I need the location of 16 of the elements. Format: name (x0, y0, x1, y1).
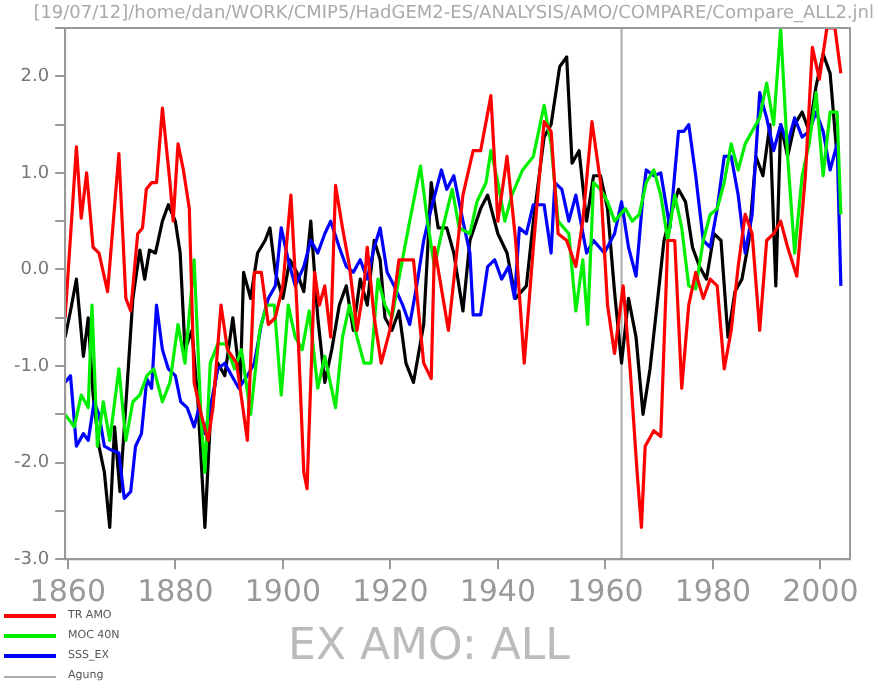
x-tick-label: 1940 (459, 572, 537, 609)
x-tick-label: 1960 (567, 572, 644, 609)
x-tick-label: 1920 (352, 572, 429, 609)
y-tick-label: 0.0 (20, 260, 50, 281)
y-tick-label: -3.0 (14, 549, 50, 570)
text: [19/07/12]/home/dan/WORK/CMIP5/HadGEM2-ES/ANALYSIS/AMO/COMPARE/Compare_ALL2.jnl (33, 4, 874, 24)
text: EX AMO: ALL (288, 621, 572, 672)
x-tick-label: 1980 (674, 572, 752, 609)
x-tick-label: 1900 (244, 572, 322, 609)
y-tick-label: 1.0 (20, 163, 50, 184)
y-tick-label: -2.0 (14, 453, 50, 474)
x-tick-label: 1880 (137, 572, 214, 609)
x-tick-label: 2000 (782, 572, 859, 609)
y-tick-label: -1.0 (14, 356, 50, 377)
y-tick-label: 2.0 (20, 66, 50, 87)
x-tick-label: 1860 (29, 572, 106, 609)
